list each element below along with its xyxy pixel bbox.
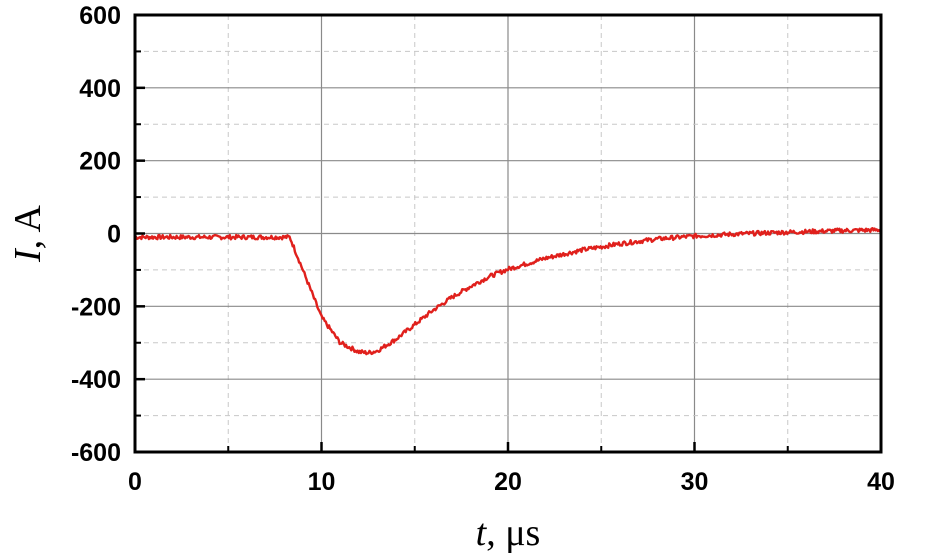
series-line — [134, 226, 882, 356]
ticks: 0 10 20 30 40 600 400 200 0 -200 -400 -600 — [71, 2, 895, 496]
y-axis-separator: , — [7, 232, 49, 249]
x-axis-title: t, μs — [476, 512, 541, 554]
y-tick-label: 400 — [79, 75, 121, 103]
x-tick-label: 10 — [308, 468, 336, 496]
x-tick-label: 20 — [494, 468, 522, 496]
x-tick-label: 0 — [128, 468, 142, 496]
y-tick-label: -400 — [71, 366, 121, 394]
y-tick-label: 0 — [107, 221, 121, 249]
y-axis-title: I, A — [7, 204, 49, 263]
y-tick-label: -600 — [71, 439, 121, 467]
x-tick-label: 30 — [681, 468, 709, 496]
x-axis-separator: , — [486, 512, 505, 554]
y-tick-label: 200 — [79, 148, 121, 176]
x-axis-unit: μs — [505, 512, 540, 554]
x-tick-label: 40 — [867, 468, 895, 496]
series-layer — [134, 226, 882, 356]
y-tick-label: 600 — [79, 2, 121, 30]
y-axis-unit: A — [7, 204, 49, 232]
y-axis-symbol: I — [7, 247, 49, 263]
x-axis-symbol: t — [476, 512, 488, 554]
y-tick-label: -200 — [71, 293, 121, 321]
